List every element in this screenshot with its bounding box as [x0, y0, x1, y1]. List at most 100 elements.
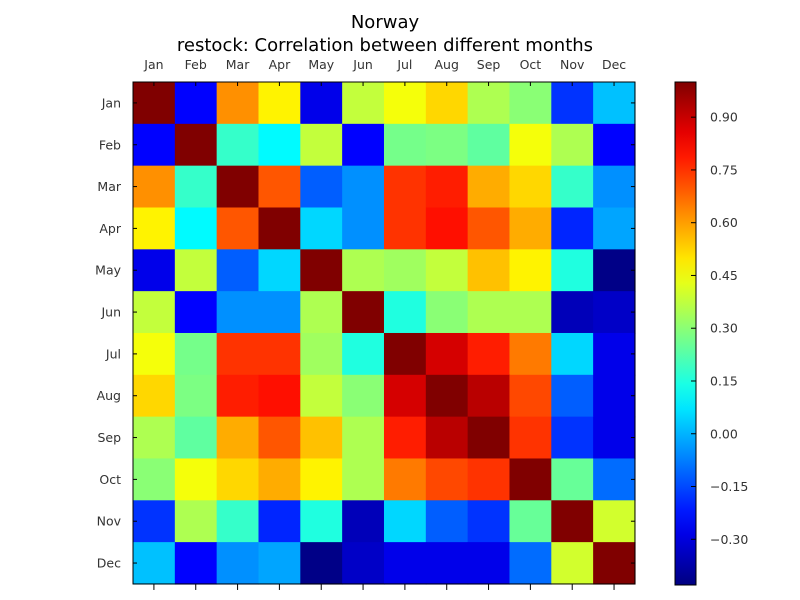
heatmap-cell: [509, 249, 552, 292]
heatmap-cell: [216, 207, 260, 250]
heatmap-cell: [551, 416, 594, 460]
heatmap-cell: [383, 500, 427, 543]
heatmap-cell: [425, 82, 469, 125]
heatmap-cell: [342, 332, 385, 376]
heatmap-cell: [133, 291, 176, 334]
x-tick-label: Mar: [226, 57, 250, 72]
heatmap-cell: [467, 374, 511, 418]
heatmap-cell: [551, 291, 594, 334]
y-tick-label: Feb: [99, 137, 121, 152]
heatmap-cell: [216, 332, 260, 376]
heatmap-cell: [593, 291, 636, 334]
heatmap-cell: [383, 332, 427, 376]
y-tick-label: Jun: [100, 305, 121, 320]
heatmap-cell: [593, 416, 636, 460]
x-tick-label: Jan: [143, 57, 163, 72]
heatmap-cell: [383, 165, 427, 209]
heatmap-cell: [300, 416, 343, 460]
x-tick-label: Nov: [560, 57, 585, 72]
heatmap-cell: [509, 374, 552, 418]
colorbar: 0.90 0.75 0.60 0.45 0.30 0.15 0.00 −0.15 −0.30: [674, 81, 748, 586]
heatmap-cell: [593, 542, 636, 585]
heatmap-cell: [174, 332, 218, 376]
heatmap-cell: [300, 374, 343, 418]
heatmap-cell: [174, 165, 218, 209]
colorbar-tick-label: 0.75: [710, 162, 738, 177]
heatmap-cell: [551, 500, 594, 543]
heatmap-cell: [216, 291, 260, 334]
heatmap-cell: [593, 458, 636, 501]
heatmap-cell: [342, 82, 385, 125]
heatmap-cell: [467, 249, 511, 292]
heatmap-cell: [342, 207, 385, 250]
colorbar-tick-label: 0.90: [710, 110, 738, 125]
x-tick-label: Sep: [477, 57, 501, 72]
y-tick-label: Sep: [97, 430, 121, 445]
heatmap-cell: [383, 207, 427, 250]
heatmap-cell: [551, 249, 594, 292]
heatmap-cell: [383, 458, 427, 501]
heatmap-cell: [425, 416, 469, 460]
colorbar-gradient: [674, 81, 697, 586]
y-tick-label: Mar: [97, 179, 121, 194]
heatmap-cell: [467, 416, 511, 460]
heatmap-cell: [174, 500, 218, 543]
heatmap-cell: [342, 123, 385, 167]
chart-title: Norway: [351, 12, 420, 33]
heatmap-cell: [133, 165, 176, 209]
heatmap-cell: [216, 123, 260, 167]
heatmap-cell: [216, 542, 260, 585]
heatmap-cell: [509, 458, 552, 501]
heatmap-cell: [133, 500, 176, 543]
heatmap-cell: [258, 458, 301, 501]
heatmap-cell: [425, 374, 469, 418]
heatmap-cell: [216, 249, 260, 292]
heatmap-cell: [174, 249, 218, 292]
heatmap-cell: [300, 249, 343, 292]
heatmap-cell: [425, 500, 469, 543]
heatmap-cell: [509, 542, 552, 585]
x-tick-label: May: [308, 57, 334, 72]
heatmap-cell: [509, 165, 552, 209]
heatmap-cell: [174, 82, 218, 125]
heatmap-cell: [300, 542, 343, 585]
heatmap-cell: [342, 500, 385, 543]
heatmap-cell: [551, 458, 594, 501]
heatmap-cell: [467, 332, 511, 376]
heatmap-cell: [342, 374, 385, 418]
heatmap-cell: [342, 416, 385, 460]
heatmap-cell: [216, 374, 260, 418]
heatmap-cell: [133, 416, 176, 460]
heatmap-cell: [258, 82, 301, 125]
x-axis-ticks: Jan Feb Mar Apr May Jun Jul Aug Sep Oct Nov Dec: [143, 57, 626, 590]
x-tick-label: Apr: [269, 57, 291, 72]
heatmap-cell: [133, 332, 176, 376]
heatmap-cell: [509, 207, 552, 250]
heatmap-cell: [258, 374, 301, 418]
x-tick-label: Aug: [435, 57, 459, 72]
heatmap-cell: [425, 165, 469, 209]
heatmap-cell: [593, 249, 636, 292]
heatmap-cell: [425, 542, 469, 585]
heatmap-cell: [593, 374, 636, 418]
heatmap-cell: [551, 332, 594, 376]
x-tick-label: Feb: [185, 57, 207, 72]
heatmap-cell: [174, 374, 218, 418]
heatmap-cell: [300, 165, 343, 209]
heatmap-cell: [593, 82, 636, 125]
heatmap-cell: [425, 332, 469, 376]
heatmap-cell: [509, 332, 552, 376]
heatmap-cell: [258, 332, 301, 376]
heatmap-cell: [342, 291, 385, 334]
heatmap-cell: [174, 542, 218, 585]
heatmap-cell: [509, 123, 552, 167]
heatmap-cell: [133, 207, 176, 250]
heatmap-cell: [300, 123, 343, 167]
heatmap-cell: [593, 332, 636, 376]
heatmap-cell: [133, 374, 176, 418]
heatmap-cell: [509, 82, 552, 125]
colorbar-tick-label: 0.60: [710, 215, 738, 230]
heatmap-cell: [216, 416, 260, 460]
heatmap-cell: [300, 500, 343, 543]
heatmap-cell: [258, 500, 301, 543]
